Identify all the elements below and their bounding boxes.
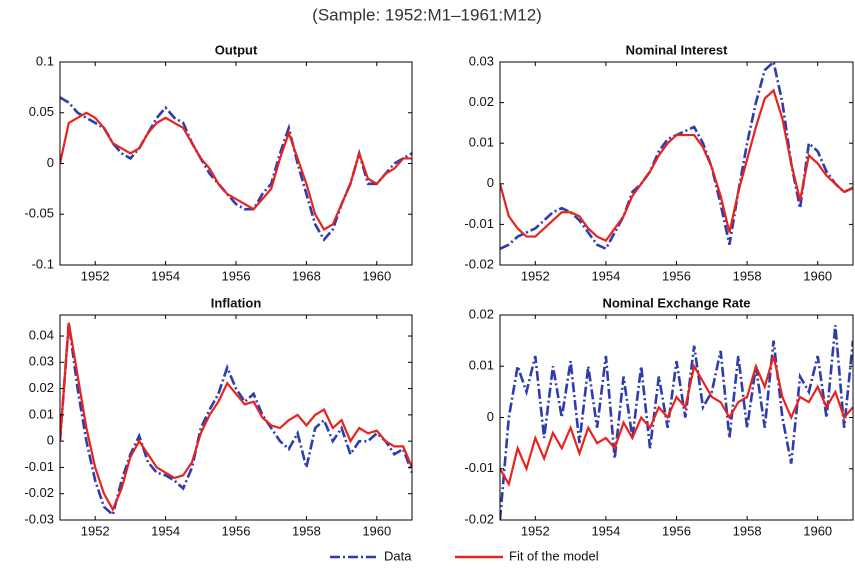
y-tick-label: 0.1 <box>36 53 54 68</box>
y-tick-label: -0.03 <box>24 511 54 526</box>
plot-frame <box>59 61 413 266</box>
x-tick-label: 1954 <box>151 523 180 538</box>
x-tick-label: 1958 <box>733 268 762 283</box>
series-line <box>500 325 853 520</box>
plot-frame <box>59 314 413 521</box>
y-tick-label: 0 <box>487 409 494 424</box>
x-tick-label: 1956 <box>662 523 691 538</box>
legend-label: Fit of the model <box>509 548 599 563</box>
x-tick-label: 1958 <box>733 523 762 538</box>
x-tick-label: 1954 <box>591 523 620 538</box>
y-tick-label: -0.01 <box>24 459 54 474</box>
y-tick-label: 0.02 <box>469 94 494 109</box>
subplot-title: Output <box>215 42 258 57</box>
x-tick-label: 1968 <box>292 268 321 283</box>
y-tick-label: -0.02 <box>464 511 494 526</box>
y-tick-label: 0.03 <box>469 53 494 68</box>
y-tick-label: 0.01 <box>469 135 494 150</box>
y-tick-label: 0 <box>47 433 54 448</box>
y-tick-label: 0.01 <box>29 406 54 421</box>
subplot-title: Nominal Exchange Rate <box>602 295 750 310</box>
y-tick-label: -0.02 <box>464 256 494 271</box>
y-tick-label: 0.02 <box>469 306 494 321</box>
series-line <box>500 355 853 488</box>
x-tick-label: 1958 <box>292 523 321 538</box>
y-tick-label: -0.02 <box>24 485 54 500</box>
y-tick-label: 0.05 <box>29 104 54 119</box>
x-tick-label: 1952 <box>521 523 550 538</box>
x-tick-label: 1952 <box>521 268 550 283</box>
legend-label: Data <box>384 548 412 563</box>
subplot-title: Inflation <box>211 295 262 310</box>
series-line <box>500 88 853 243</box>
y-tick-label: 0.02 <box>29 380 54 395</box>
x-tick-label: 1956 <box>222 268 251 283</box>
series-line <box>60 322 412 513</box>
y-tick-label: -0.01 <box>464 460 494 475</box>
x-tick-label: 1960 <box>362 268 391 283</box>
x-tick-label: 1952 <box>81 268 110 283</box>
x-tick-label: 1956 <box>222 523 251 538</box>
x-tick-label: 1954 <box>151 268 180 283</box>
y-tick-label: 0.03 <box>29 354 54 369</box>
series-line <box>60 96 412 242</box>
y-tick-label: -0.1 <box>32 256 54 271</box>
y-tick-label: -0.05 <box>24 206 54 221</box>
series-line <box>60 111 412 231</box>
x-tick-label: 1956 <box>662 268 691 283</box>
y-tick-label: 0 <box>487 175 494 190</box>
x-tick-label: 1960 <box>803 268 832 283</box>
plot-frame <box>499 61 854 266</box>
y-tick-label: 0 <box>47 155 54 170</box>
y-tick-label: 0.04 <box>29 327 54 342</box>
x-tick-label: 1960 <box>803 523 832 538</box>
x-tick-label: 1952 <box>81 523 110 538</box>
y-tick-label: 0.01 <box>469 358 494 373</box>
x-tick-label: 1960 <box>362 523 391 538</box>
subplot-title: Nominal Interest <box>626 42 729 57</box>
figure-title: (Sample: 1952:M1–1961:M12) <box>312 5 542 24</box>
x-tick-label: 1954 <box>591 268 620 283</box>
plot-frame <box>499 314 854 521</box>
series-line <box>60 322 412 518</box>
y-tick-label: -0.01 <box>464 216 494 231</box>
